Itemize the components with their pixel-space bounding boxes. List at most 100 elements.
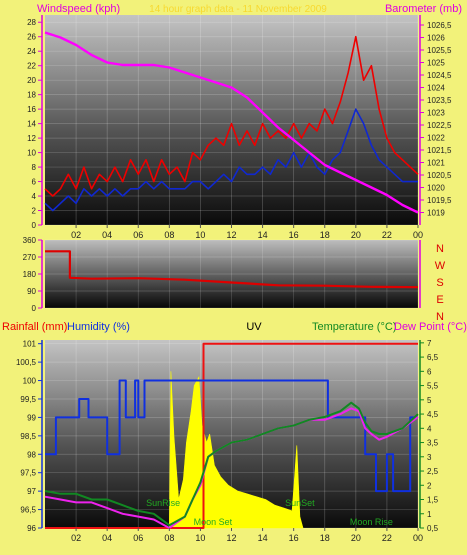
y-right-tick-label: 1021,5 xyxy=(427,146,452,155)
rainfall-series xyxy=(45,342,418,529)
x-tick-label: 20 xyxy=(351,230,361,240)
humidity-axis-label: Humidity (%) xyxy=(67,321,130,333)
dewpoint-axis-label: Dew Point (°C) xyxy=(394,321,467,333)
x-tick-label: 04 xyxy=(102,230,112,240)
wind-axis-label: Windspeed (kph) xyxy=(37,3,120,15)
y-left-tick-label: 12 xyxy=(27,134,36,143)
y-left-tick-label: 24 xyxy=(27,47,36,56)
x-tick-label: 12 xyxy=(226,533,236,543)
y-left-tick-label: 99 xyxy=(27,413,36,422)
y-left-tick-label: 14 xyxy=(27,120,36,129)
y-left-tick-label: 20 xyxy=(27,76,36,85)
uv-label: UV xyxy=(246,321,262,333)
humidity-series xyxy=(45,379,418,493)
y-right-tick-label: 1022 xyxy=(427,134,445,143)
y-right-tick-label: 1 xyxy=(427,510,432,519)
y-left-tick-label: 97,5 xyxy=(20,469,36,478)
y-right-tick-label: 1024,5 xyxy=(427,71,452,80)
x-tick-label: 08 xyxy=(164,230,174,240)
y-right-tick-label: 3,5 xyxy=(427,439,439,448)
astro-annotation: Moon Rise xyxy=(350,517,393,527)
y-right-tick-label: 5 xyxy=(427,396,432,405)
y-left-tick-label: 2 xyxy=(32,207,37,216)
y-right-tick-label: 3 xyxy=(427,453,432,462)
y-left-tick-label: 8 xyxy=(32,163,37,172)
wind-direction-series xyxy=(45,250,419,289)
x-tick-label: 08 xyxy=(164,533,174,543)
x-tick-label: 16 xyxy=(289,230,299,240)
compass-label: W xyxy=(435,260,446,272)
x-tick-label: 02 xyxy=(71,230,81,240)
x-tick-label: 14 xyxy=(258,533,268,543)
x-tick-label: 06 xyxy=(133,230,143,240)
y-right-tick-label: 7 xyxy=(427,339,432,348)
y-right-tick-label: 1022,5 xyxy=(427,121,452,130)
y-left-tick-label: 98 xyxy=(27,450,36,459)
compass-label: S xyxy=(436,277,443,289)
y-left-tick-label: 28 xyxy=(27,18,36,27)
y-right-tick-label: 1023,5 xyxy=(427,96,452,105)
y-right-tick-label: 1,5 xyxy=(427,496,439,505)
x-tick-label: 16 xyxy=(289,533,299,543)
compass-label: E xyxy=(436,294,443,306)
y-right-tick-label: 2,5 xyxy=(427,467,439,476)
y-left-tick-label: 6 xyxy=(32,178,37,187)
x-tick-label: 00 xyxy=(413,533,423,543)
astro-annotation: Moon Set xyxy=(194,517,233,527)
y-left-tick-label: 4 xyxy=(32,192,37,201)
y-right-tick-label: 0,5 xyxy=(427,524,439,533)
barometer-series xyxy=(44,31,419,214)
y-left-tick-label: 97 xyxy=(27,487,36,496)
x-tick-label: 06 xyxy=(133,533,143,543)
y-right-tick-label: 1020 xyxy=(427,184,445,193)
y-left-tick-label: 18 xyxy=(27,91,36,100)
rainfall-axis-label: Rainfall (mm) xyxy=(2,321,67,333)
y-right-tick-label: 1025,5 xyxy=(427,46,452,55)
y-left-tick-label: 100,5 xyxy=(16,358,37,367)
x-tick-label: 10 xyxy=(195,230,205,240)
y-left-tick-label: 180 xyxy=(23,270,37,279)
y-right-tick-label: 5,5 xyxy=(427,382,439,391)
y-left-tick-label: 100 xyxy=(23,377,37,386)
y-right-tick-label: 6,5 xyxy=(427,353,439,362)
y-left-tick-label: 360 xyxy=(23,236,37,245)
x-tick-label: 22 xyxy=(382,230,392,240)
y-left-tick-label: 90 xyxy=(27,287,36,296)
x-tick-label: 04 xyxy=(102,533,112,543)
astro-annotation: SunRise xyxy=(146,498,180,508)
y-right-tick-label: 1025 xyxy=(427,59,445,68)
y-right-tick-label: 1019 xyxy=(427,209,445,218)
y-left-tick-label: 0 xyxy=(32,221,37,230)
y-left-tick-label: 96 xyxy=(27,524,36,533)
y-right-tick-label: 4 xyxy=(427,424,432,433)
direction-plot-area xyxy=(45,240,418,308)
y-right-tick-label: 1026,5 xyxy=(427,21,452,30)
y-left-tick-label: 10 xyxy=(27,149,36,158)
y-left-tick-label: 0 xyxy=(32,304,37,313)
y-right-tick-label: 4,5 xyxy=(427,410,439,419)
compass-label: N xyxy=(436,243,444,255)
x-tick-label: 22 xyxy=(382,533,392,543)
y-right-tick-label: 1020,5 xyxy=(427,171,452,180)
wind-gust-series xyxy=(44,35,419,197)
y-right-tick-label: 6 xyxy=(427,367,432,376)
wind-average-series xyxy=(44,108,418,212)
x-tick-label: 14 xyxy=(258,230,268,240)
y-left-tick-label: 99,5 xyxy=(20,395,36,404)
astro-annotation: SunSet xyxy=(285,498,315,508)
x-tick-label: 10 xyxy=(195,533,205,543)
y-left-tick-label: 98,5 xyxy=(20,432,36,441)
temperature-axis-label: Temperature (°C) xyxy=(312,321,396,333)
y-left-tick-label: 96,5 xyxy=(20,506,36,515)
y-left-tick-label: 26 xyxy=(27,33,36,42)
y-right-tick-label: 1019,5 xyxy=(427,196,452,205)
y-left-tick-label: 101 xyxy=(23,340,37,349)
x-tick-label: 00 xyxy=(413,230,423,240)
wind-plot-area xyxy=(45,15,418,225)
compass-label: N xyxy=(436,311,444,323)
x-tick-label: 18 xyxy=(320,533,330,543)
x-tick-label: 20 xyxy=(351,533,361,543)
barometer-axis-label: Barometer (mb) xyxy=(385,3,462,15)
y-left-tick-label: 16 xyxy=(27,105,36,114)
